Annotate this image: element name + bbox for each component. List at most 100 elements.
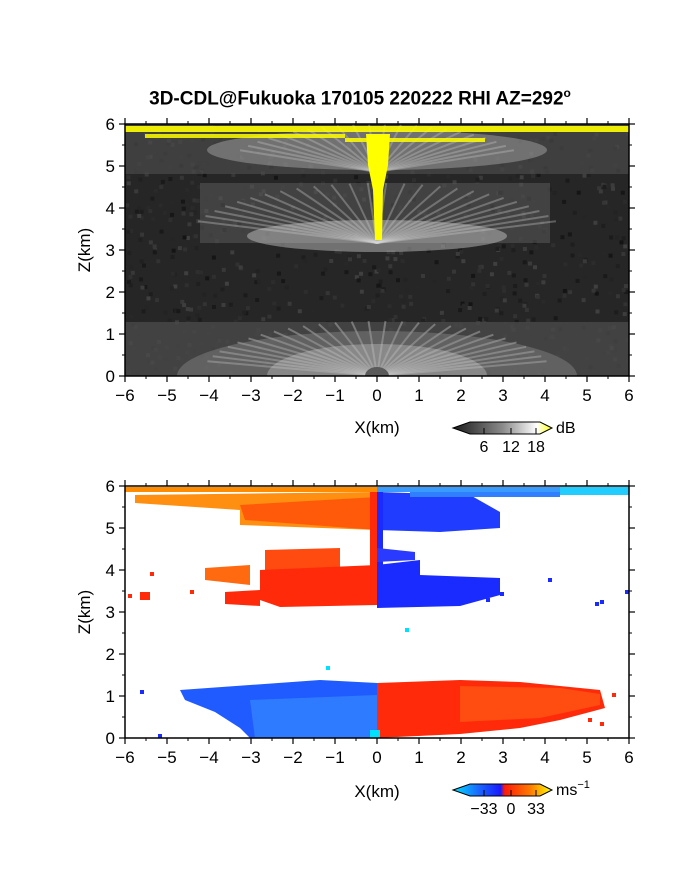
echo-ray [376,355,542,376]
noise-pixel [593,284,598,289]
noise-pixel [299,318,304,323]
reflectivity-field [125,124,629,376]
y-tick-label: 4 [106,199,115,218]
noise-pixel [273,175,278,180]
echo-ray [279,190,378,244]
velocity-speckle [486,598,490,602]
noise-pixel [159,185,164,190]
noise-pixel [577,253,582,258]
noise-pixel [202,292,207,297]
velocity-speckle [150,572,154,576]
echo-ray [207,360,378,376]
noise-pixel [570,253,575,258]
noise-pixel [186,316,191,321]
echo-ray [237,341,378,376]
noise-pixel [553,316,558,321]
echo-ray [350,321,378,376]
noise-pixel [499,256,504,261]
noise-pixel [388,264,393,269]
noise-pixel [375,293,380,298]
x-tick-label: −5 [157,748,176,767]
noise-pixel [597,186,602,191]
echo-ray [376,325,452,376]
noise-pixel [179,175,184,180]
noise-pixel [371,299,376,304]
noise-pixel [281,279,286,284]
noise-pixel [170,212,175,217]
noise-pixel [458,247,463,252]
noise-pixel [513,284,518,289]
noise-pixel [482,291,487,296]
echo-ray [376,137,486,173]
noise-pixel [613,210,618,215]
noise-pixel [535,294,540,299]
noise-pixel [494,308,499,313]
noise-pixel [194,246,199,251]
noise-pixel [568,290,573,295]
noise-pixel [451,269,456,274]
noise-pixel [170,254,175,259]
noise-pixel [242,310,247,315]
noise-pixel [562,293,567,298]
noise-pixel [130,270,135,275]
echo-ray [376,321,404,376]
noise-pixel [609,277,614,282]
strong-return-column [366,134,390,240]
x-tick-label: −4 [199,748,218,767]
noise-pixel [500,296,505,301]
noise-pixel [344,270,349,275]
noise-pixel [233,319,238,324]
noise-pixel [493,261,498,266]
noise-pixel [202,302,207,307]
noise-pixel [431,280,436,285]
noise-pixel [356,278,361,283]
noise-pixel [519,175,524,180]
velocity-ylabel: Z(km) [75,590,94,634]
y-tick-label: 6 [106,115,115,134]
noise-pixel [228,302,233,307]
echo-ray [334,321,378,376]
noise-pixel [190,180,195,185]
noise-pixel [127,251,132,256]
velocity-speckle [140,690,144,694]
x-tick-label: 2 [456,386,465,405]
reflectivity-ylabel: Z(km) [75,228,94,272]
echo-ray [273,330,378,376]
noise-pixel [501,244,506,249]
noise-pixel [301,173,306,178]
noise-pixel [446,289,451,294]
noise-pixel [303,289,308,294]
noise-pixel [384,174,389,179]
noise-pixel [143,285,148,290]
velocity-speckle [500,592,504,596]
noise-pixel [446,276,451,281]
noise-pixel [591,288,596,293]
noise-pixel [614,310,619,315]
noise-pixel [129,314,134,319]
noise-pixel [624,290,629,295]
echo-ray [212,355,378,376]
noise-pixel [287,301,292,306]
noise-pixel [141,263,146,268]
noise-pixel [237,316,242,321]
noise-pixel [153,188,158,193]
echo-ray [214,210,378,244]
noise-pixel [510,243,515,248]
noise-pixel [501,285,506,290]
x-tick-label: 6 [624,386,633,405]
noise-pixel [311,308,316,313]
noise-pixel [126,280,131,285]
velocity-speckle [548,578,552,582]
noise-pixel [565,178,570,183]
noise-pixel [393,314,398,319]
noise-pixel [185,187,190,192]
noise-pixel [399,251,404,256]
y-tick-label: 4 [106,561,115,580]
velocity-speckle [128,594,132,598]
noise-pixel [182,303,187,308]
noise-pixel [148,292,153,297]
echo-ray [376,333,494,376]
noise-pixel [221,302,226,307]
